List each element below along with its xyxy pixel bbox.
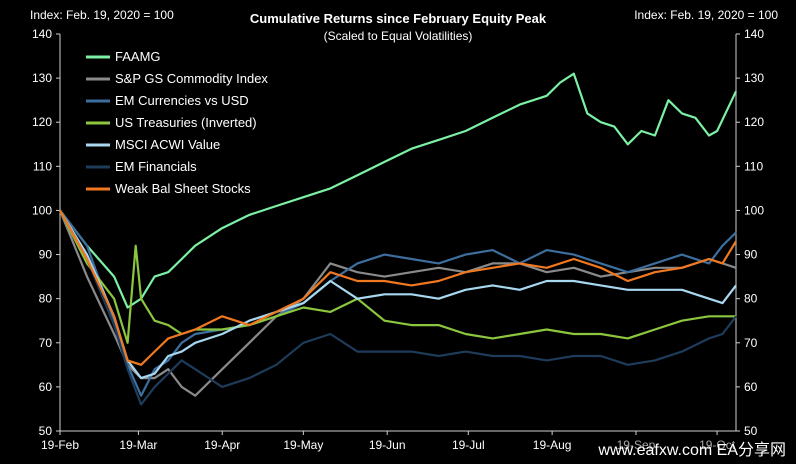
series-line-us-treasuries-inverted- <box>59 209 736 344</box>
y-tick-label-right: 120 <box>744 115 764 129</box>
y-tick-label-right: 70 <box>744 336 758 350</box>
chart-subtitle: (Scaled to Equal Volatilities) <box>323 29 473 43</box>
series-line-em-currencies-vs-usd <box>59 209 737 397</box>
x-tick-label: 19-Oct <box>699 438 736 452</box>
x-tick-label: 19-May <box>283 438 323 452</box>
y-tick-label-right: 60 <box>744 380 758 394</box>
y-tick-label-left: 70 <box>39 336 53 350</box>
y-tick-label-right: 80 <box>744 292 758 306</box>
y-tick-label-left: 100 <box>32 203 52 217</box>
y-tick-label-left: 50 <box>39 424 53 438</box>
y-tick-label-left: 140 <box>32 27 52 41</box>
legend-label: EM Financials <box>115 159 197 174</box>
x-tick-label: 19-Jul <box>452 438 485 452</box>
legend-label: US Treasuries (Inverted) <box>115 115 257 130</box>
legend-label: EM Currencies vs USD <box>115 93 249 108</box>
x-tick-label: 19-Apr <box>204 438 240 452</box>
y-tick-label-right: 100 <box>744 203 764 217</box>
x-tick-label: 19-Aug <box>533 438 572 452</box>
x-tick-label: 19-Feb <box>41 438 79 452</box>
left-axis-index-label: Index: Feb. 19, 2020 = 100 <box>30 8 174 22</box>
series-line-msci-acwi-value <box>59 209 737 380</box>
series-line-em-financials <box>59 209 737 406</box>
chart-title: Cumulative Returns since February Equity… <box>249 11 547 26</box>
series-line-s-p-gs-commodity-index <box>58 209 737 397</box>
x-tick-label: 19-Sep <box>617 438 656 452</box>
legend-label: FAAMG <box>115 49 161 64</box>
y-tick-label-right: 110 <box>744 159 763 173</box>
legend-label: S&P GS Commodity Index <box>115 71 268 86</box>
y-tick-label-right: 140 <box>744 27 764 41</box>
y-tick-label-left: 90 <box>39 248 53 262</box>
y-tick-label-left: 80 <box>39 292 53 306</box>
y-tick-label-right: 50 <box>744 424 758 438</box>
right-axis-index-label: Index: Feb. 19, 2020 = 100 <box>634 8 778 22</box>
legend-label: Weak Bal Sheet Stocks <box>115 181 251 196</box>
series-line-faamg <box>59 72 737 309</box>
y-tick-label-right: 130 <box>744 71 764 85</box>
x-tick-label: 19-Jun <box>369 438 406 452</box>
y-tick-label-left: 120 <box>32 115 52 129</box>
y-tick-label-left: 130 <box>32 71 52 85</box>
watermark: www.eafxw.com EA分享网 <box>594 436 790 460</box>
y-tick-label-left: 110 <box>33 159 52 173</box>
y-tick-label-right: 90 <box>744 248 758 262</box>
legend-label: MSCI ACWI Value <box>115 137 220 152</box>
series-line-weak-bal-sheet-stocks <box>59 209 737 366</box>
y-tick-label-left: 60 <box>39 380 53 394</box>
x-tick-label: 19-Mar <box>119 438 157 452</box>
